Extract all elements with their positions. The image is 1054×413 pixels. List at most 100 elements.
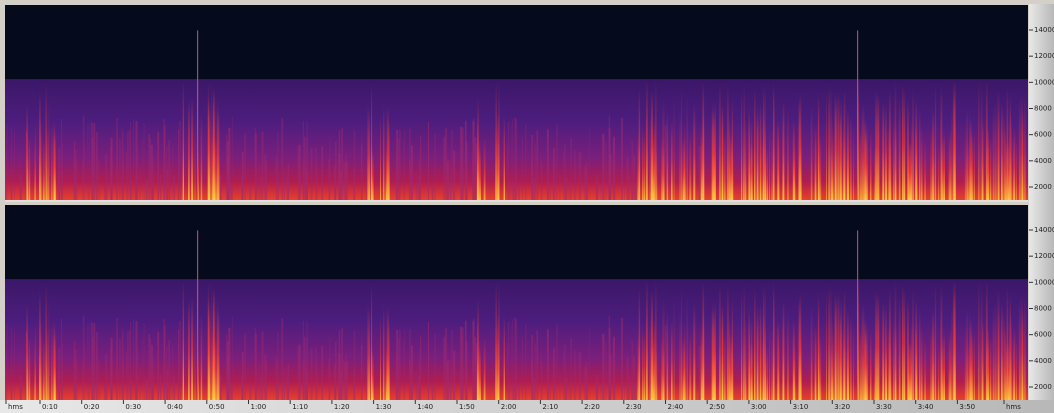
spectrum-streak [99,361,100,400]
spectrum-streak [26,103,28,200]
spectrum-streak [908,308,909,400]
spectrum-streak [51,324,52,400]
spectrum-streak [91,322,92,400]
spectrum-streak [843,97,844,200]
spectrum-streak [542,361,543,400]
spectrum-streak [1001,102,1003,200]
spectrum-streak [751,343,753,400]
channel [5,5,1028,201]
spectrum-streak [1013,337,1014,400]
spectrum-streak [835,96,837,200]
spectrum-streak [932,306,933,400]
spectrum-streak [1016,141,1017,200]
frequency-label: 6000 [1034,331,1052,339]
spectrum-streak [832,311,833,400]
spectrum-streak [621,318,623,400]
spectrum-streak [157,132,159,200]
spectrum-streak [380,316,381,400]
spectrum-streak [597,386,598,400]
spectrum-streak [818,299,819,400]
spectrum-streak [150,339,151,400]
spectrum-streak [741,90,742,200]
time-label: 3:40 [918,403,934,411]
spectrum-streak [833,130,834,200]
spectrum-streak [569,379,571,400]
spectrum-streak [671,121,673,200]
spectrum-streak [627,357,629,400]
spectrum-streak [330,136,331,200]
spectrum-streak [587,386,588,400]
spectrum-streak [818,99,819,200]
spectrum-streak [680,310,681,400]
spectrum-streak [777,325,778,400]
spectrum-streak [993,307,995,400]
spectrum-streak [20,356,21,400]
spectrum-streak [613,337,615,400]
spectrum-streak [638,332,639,401]
spectrum-streak [751,143,753,200]
spectrum-streak [597,186,598,200]
spectrum-streak [870,344,871,400]
spectrum-streak [434,134,435,200]
spectrum-streak [579,152,581,200]
time-label: 3:30 [876,403,892,411]
spectrum-streak [174,375,176,400]
spectrum-streak [635,383,637,400]
spectrum-streak [875,90,877,200]
spectrum-streak [450,160,451,200]
spectrum-streak [741,290,742,400]
spectrum-streak [462,169,464,200]
spectrum-streak [249,185,251,200]
spectrum-streak [631,185,633,200]
spectrum-streak [453,151,455,200]
spectrum-streak [965,129,966,200]
spectrum-streak [840,112,841,201]
spectrum-streak [697,130,698,200]
frequency-label: 4000 [1034,357,1052,365]
spectrum-streak [680,110,681,200]
spectrum-streak [713,112,715,200]
spectrum-streak [771,127,773,200]
spectrum-streak [967,342,969,400]
spectrum-streak [366,168,367,200]
spectrum-streak [201,112,203,200]
spectrum-streak [316,165,318,200]
spectrum-streak [531,335,533,400]
spectrum-streak [111,368,113,400]
spectrum-streak [343,360,345,400]
spectrum-streak [62,144,63,200]
spectrum-streak [542,161,543,200]
spectrum-streak [882,101,884,200]
spectrum-streak [635,183,637,200]
spectrum-streak [57,372,58,400]
spectrum-streak [104,184,106,200]
spectrum-streak [311,149,313,201]
spectrum-streak [372,350,374,400]
spectrum-streak [451,130,453,200]
spectrum-streak [763,338,765,400]
spectrum-streak [88,177,89,201]
spectrum-streak [732,338,733,400]
spectrum-streak [904,289,905,400]
spectrum-streak [667,310,669,400]
spectrum-streak [609,162,611,200]
spectrum-streak [119,139,121,200]
spectrum-streak [127,131,128,200]
spectrum-spike [197,30,198,200]
spectrum-streak [480,351,481,401]
time-label: 2:50 [709,403,725,411]
spectrum-streak [460,127,462,200]
spectrum-streak [563,152,564,200]
spectrum-streak [278,373,279,401]
spectrum-streak [890,138,891,200]
spectrum-streak [862,104,864,201]
spectrum-streak [1006,340,1007,400]
spectrum-streak [579,352,581,400]
spectrum-streak [107,176,108,200]
spectrum-streak [353,370,354,400]
spectrum-streak [744,85,745,201]
spectrum-streak [62,344,63,400]
spectrum-streak [214,336,216,400]
spectrum-streak [428,322,429,400]
spectrum-streak [1009,103,1010,200]
